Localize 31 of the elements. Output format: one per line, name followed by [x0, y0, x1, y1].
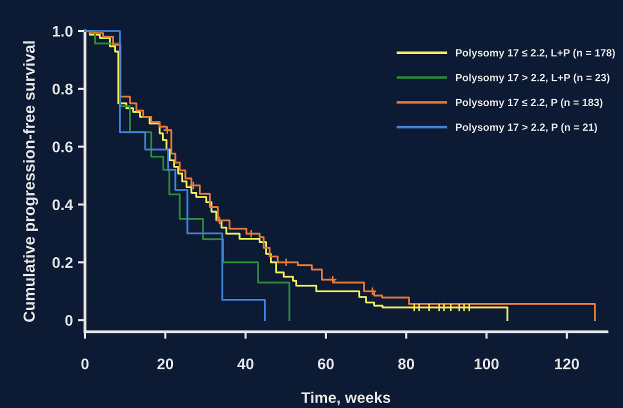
point — [188, 180, 198, 190]
y-tick-label: 0.8 — [52, 84, 73, 95]
x-tick-label: 40 — [237, 358, 254, 370]
x-tick-label: 0 — [81, 358, 89, 370]
y-tick-label: 0.4 — [52, 199, 74, 210]
point — [215, 216, 224, 225]
y-axis-title: Cumulative progression-free survival — [23, 41, 38, 322]
legend-label: Polysomy 17 ≤ 2.2, P (n = 183) — [456, 98, 602, 108]
point — [464, 302, 474, 312]
point — [282, 258, 291, 267]
x-tick-label: 120 — [555, 358, 579, 370]
legend-label: Polysomy 17 > 2.2, P (n = 21) — [456, 123, 597, 133]
point — [440, 302, 448, 312]
point — [460, 302, 468, 312]
point — [424, 302, 434, 312]
y-tick-label: 0 — [65, 315, 73, 326]
y-tick-label: 1.0 — [52, 26, 73, 37]
point — [246, 229, 256, 238]
x-tick-label: 20 — [157, 358, 174, 370]
y-tick-label: 0.2 — [52, 257, 73, 268]
point — [414, 302, 424, 312]
point — [328, 275, 338, 284]
x-tick-label: 80 — [398, 358, 414, 370]
x-tick-label: 100 — [474, 358, 499, 370]
x-axis-title: Time, weeks — [301, 392, 390, 406]
legend-label: Polysomy 17 ≤ 2.2, L+P (n = 178) — [456, 48, 615, 59]
x-tick-label: 60 — [318, 358, 334, 370]
point — [162, 126, 172, 135]
point — [446, 302, 456, 312]
y-tick-label: 0.6 — [52, 142, 73, 152]
legend-label: Polysomy 17 > 2.2, L+P (n = 23) — [456, 74, 610, 84]
